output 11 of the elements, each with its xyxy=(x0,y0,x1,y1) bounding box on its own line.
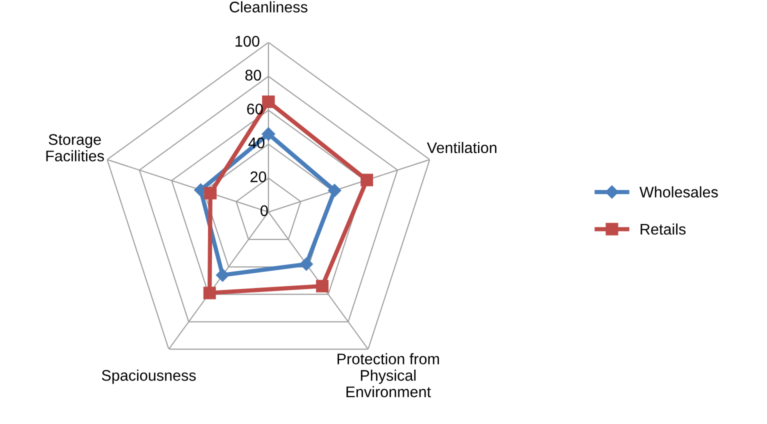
spoke-label: Protection from Physical Environment xyxy=(338,353,439,398)
legend-label: Wholesales xyxy=(640,186,718,198)
y-tick-label: 0 xyxy=(260,205,268,216)
spoke-label: Cleanliness xyxy=(230,1,308,12)
y-tick-label: 100 xyxy=(236,36,260,47)
spoke-label: Ventilation xyxy=(426,142,496,154)
y-tick-label: 80 xyxy=(245,70,262,81)
legend-label: Retails xyxy=(640,223,686,235)
spoke-label: Storage Facilities xyxy=(46,134,104,162)
y-tick-label: 20 xyxy=(250,171,266,182)
spoke-label: Spaciousness xyxy=(102,370,196,384)
